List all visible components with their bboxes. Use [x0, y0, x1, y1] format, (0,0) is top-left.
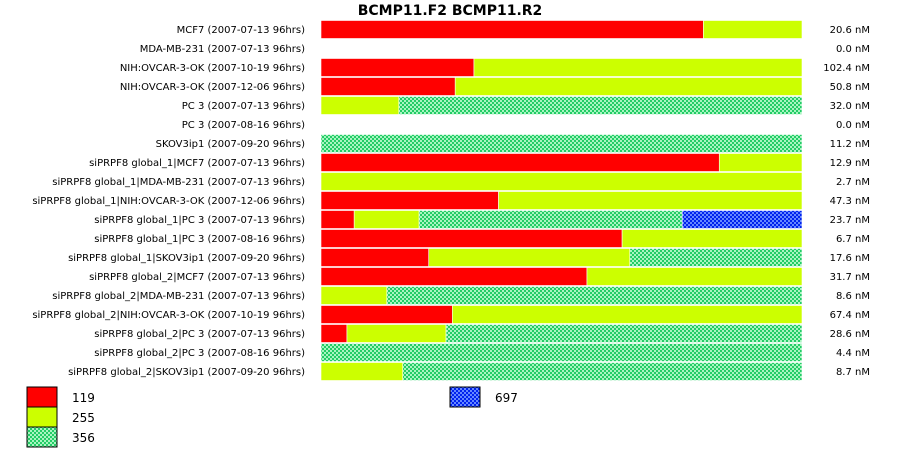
- bar-segment-255: [473, 58, 803, 77]
- bar-segment-356: [402, 362, 803, 381]
- row-total: 8.7 nM: [836, 367, 870, 378]
- row-label: siPRPF8 global_1|MDA-MB-231 (2007-07-13 …: [52, 177, 305, 188]
- row-label: NIH:OVCAR-3-OK (2007-12-06 96hrs): [120, 82, 305, 93]
- row-total: 28.6 nM: [830, 329, 870, 340]
- row-label: siPRPF8 global_1|PC 3 (2007-08-16 96hrs): [94, 234, 305, 245]
- row-label: siPRPF8 global_2|SKOV3ip1 (2007-09-20 96…: [68, 367, 305, 378]
- row-label: PC 3 (2007-08-16 96hrs): [182, 120, 305, 131]
- row-label: NIH:OVCAR-3-OK (2007-10-19 96hrs): [120, 63, 305, 74]
- bar-segment-356: [386, 286, 803, 305]
- bar-segment-119: [320, 229, 623, 248]
- bar-segment-119: [320, 305, 453, 324]
- row-label: siPRPF8 global_1|SKOV3ip1 (2007-09-20 96…: [68, 253, 305, 264]
- chart-rows: MCF7 (2007-07-13 96hrs) 20.6 nM MDA-MB-231…: [32, 20, 870, 381]
- row-label: siPRPF8 global_2|NIH:OVCAR-3-OK (2007-10…: [32, 310, 305, 321]
- bar-segment-119: [320, 324, 348, 343]
- bar-segment-356: [398, 96, 803, 115]
- row-total: 23.7 nM: [830, 215, 870, 226]
- bar-segment-119: [320, 191, 499, 210]
- bar-segment-255: [454, 77, 803, 96]
- row-total: 0.0 nM: [836, 120, 870, 131]
- row-label: siPRPF8 global_1|MCF7 (2007-07-13 96hrs): [89, 158, 305, 169]
- row-total: 2.7 nM: [836, 177, 870, 188]
- bar-segment-119: [320, 267, 588, 286]
- legend-swatch-255: [26, 406, 58, 428]
- row-total: 50.8 nM: [830, 82, 870, 93]
- legend-swatch-356: [26, 426, 58, 448]
- bar-segment-255: [320, 286, 388, 305]
- legend-swatch-119: [26, 386, 58, 408]
- bar-segment-119: [320, 77, 456, 96]
- bar-segment-255: [498, 191, 803, 210]
- bar-segment-255: [718, 153, 803, 172]
- chart-title: BCMP11.F2 BCMP11.R2: [358, 3, 543, 19]
- bar-segment-255: [320, 96, 400, 115]
- row-label: siPRPF8 global_2|PC 3 (2007-07-13 96hrs): [94, 329, 305, 340]
- row-total: 0.0 nM: [836, 44, 870, 55]
- row-label: siPRPF8 global_1|NIH:OVCAR-3-OK (2007-12…: [32, 196, 305, 207]
- row-total: 47.3 nM: [830, 196, 870, 207]
- bar-segment-119: [320, 153, 720, 172]
- bar-segment-255: [586, 267, 803, 286]
- row-total: 11.2 nM: [830, 139, 870, 150]
- row-label: siPRPF8 global_2|PC 3 (2007-08-16 96hrs): [94, 348, 305, 359]
- legend-swatch-697: [449, 386, 481, 408]
- row-label: siPRPF8 global_2|MDA-MB-231 (2007-07-13 …: [52, 291, 305, 302]
- row-total: 67.4 nM: [830, 310, 870, 321]
- bar-segment-255: [621, 229, 803, 248]
- chart-legend: 119 255 356 697: [26, 386, 518, 448]
- bar-segment-119: [320, 210, 355, 229]
- row-label: MDA-MB-231 (2007-07-13 96hrs): [140, 44, 305, 55]
- bar-segment-356: [320, 134, 803, 153]
- bar-segment-356: [629, 248, 803, 267]
- bar-segment-356: [445, 324, 803, 343]
- row-label: siPRPF8 global_1|PC 3 (2007-07-13 96hrs): [94, 215, 305, 226]
- row-total: 8.6 nM: [836, 291, 870, 302]
- bar-segment-255: [320, 362, 404, 381]
- legend-label: 119: [72, 391, 95, 405]
- row-total: 20.6 nM: [830, 25, 870, 36]
- bar-segment-255: [452, 305, 803, 324]
- bar-segment-356: [320, 343, 803, 362]
- bar-segment-119: [320, 58, 475, 77]
- row-total: 4.4 nM: [836, 348, 870, 359]
- row-total: 17.6 nM: [830, 253, 870, 264]
- legend-label: 697: [495, 391, 518, 405]
- row-label: SKOV3ip1 (2007-09-20 96hrs): [156, 139, 306, 150]
- bar-segment-697: [681, 210, 803, 229]
- row-total: 102.4 nM: [823, 63, 870, 74]
- row-label: siPRPF8 global_2|MCF7 (2007-07-13 96hrs): [89, 272, 305, 283]
- legend-label: 356: [72, 431, 95, 445]
- row-total: 6.7 nM: [836, 234, 870, 245]
- bar-segment-255: [428, 248, 631, 267]
- row-total: 31.7 nM: [830, 272, 870, 283]
- bar-segment-255: [346, 324, 447, 343]
- bar-segment-119: [320, 20, 704, 39]
- bar-segment-255: [320, 172, 803, 191]
- bar-segment-255: [353, 210, 420, 229]
- bar-segment-119: [320, 248, 430, 267]
- legend-label: 255: [72, 411, 95, 425]
- row-label: MCF7 (2007-07-13 96hrs): [177, 25, 305, 36]
- row-total: 12.9 nM: [830, 158, 870, 169]
- row-total: 32.0 nM: [830, 101, 870, 112]
- bar-segment-255: [703, 20, 803, 39]
- bar-segment-356: [418, 210, 683, 229]
- row-label: PC 3 (2007-07-13 96hrs): [182, 101, 305, 112]
